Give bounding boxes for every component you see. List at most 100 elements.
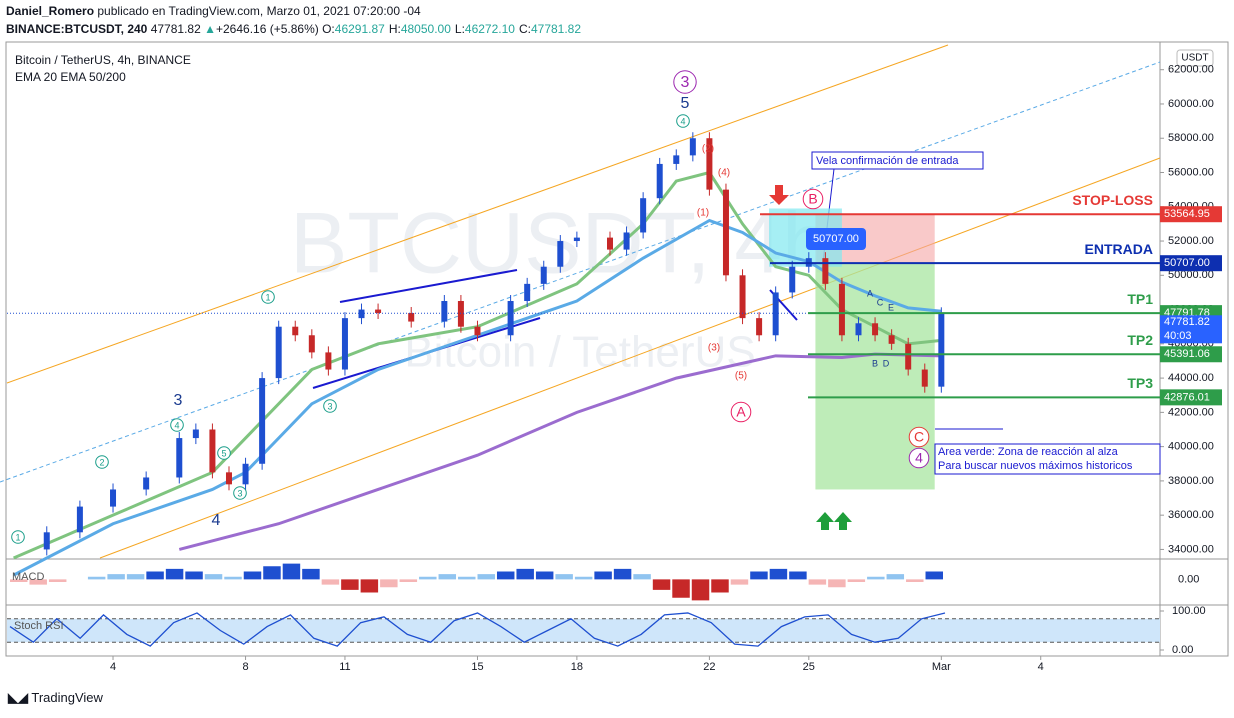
macd-bar [360,579,379,593]
wave-label: 3 [174,392,183,409]
level-label: 42876.01 [1164,391,1210,403]
legend: Bitcoin / TetherUS, 4h, BINANCE [15,53,191,67]
candle [623,232,630,250]
y-tick-label: 56000.00 [1168,166,1214,178]
wave-label: 3 [327,401,332,411]
note: Area verde: Zona de reacción al alza [938,446,1119,458]
macd-bar [10,579,28,582]
wave-circle [95,455,109,469]
ohlc: O:46291.87 H:48050.00 L:46272.10 C:47781.82 [322,22,585,36]
candle [325,352,332,370]
level-name: STOP-LOSS [1072,192,1153,208]
candle [225,472,232,485]
macd-bar [574,576,593,580]
wave-circle [673,70,697,94]
macd-bar [789,571,807,580]
candle [292,326,299,336]
level-tag [1160,255,1222,272]
candle [524,283,531,301]
header-line-1: Daniel_Romero publicado en TradingView.c… [6,4,421,18]
wave-label: A [736,404,746,420]
macd-bar [399,579,418,582]
wave-circle [730,401,752,423]
y-tick-label: 58000.00 [1168,132,1214,144]
macd-bar [48,579,67,582]
macd-bar [419,576,437,580]
macd-bar [652,579,671,590]
wave-circle [802,188,824,210]
y-tick-label: 100.00 [1172,605,1206,617]
x-tick-label: 18 [571,661,583,673]
level-name: TP1 [1127,291,1153,307]
macd-bar [906,579,924,582]
x-tick-label: 15 [471,661,483,673]
wave-label: 5 [681,95,690,112]
published: publicado en TradingView.com, Marzo 01, … [97,4,421,18]
wave-circle [217,446,231,460]
x-tick-label: 11 [339,661,350,673]
level-label: 53564.95 [1164,208,1210,220]
wave-label: 1 [15,532,20,542]
level-label: 50707.00 [1164,257,1210,269]
macd-bar [282,563,301,580]
pane-name: Stoch RSI [14,620,64,632]
candle [838,283,845,336]
wave-label: (3) [708,343,720,354]
x-tick-label: 8 [242,661,248,673]
candle [905,343,912,370]
x-tick-label: Mar [932,661,951,673]
macd-bar [29,579,47,585]
wave-label: E [888,302,894,312]
macd-bar [185,571,203,580]
candle [938,313,945,387]
candle [573,237,580,242]
trend-dashed [0,61,1161,483]
macd-bar [243,571,262,580]
wave-label: (2) [702,144,714,155]
macd-bar [847,579,866,582]
candle [656,163,663,199]
candle [739,275,746,319]
macd-bar [925,571,943,580]
candle [43,532,50,550]
macd-bar [380,579,398,588]
ohlc-v: 46272.10 [464,22,515,36]
candle [375,309,382,313]
level-label: 45391.06 [1164,348,1210,360]
ohlc-k: H: [388,22,401,36]
footer-text: TradingView [31,690,103,705]
wave-label: (1) [697,208,709,219]
x-tick-label: 22 [703,661,715,673]
macd-bar [711,579,729,593]
note-box [934,443,1161,475]
watermark: Bitcoin / TetherUS [404,328,755,377]
level-tag [1160,206,1222,223]
macd-bar [458,576,476,580]
candle [76,506,83,533]
y-tick-label: 44000.00 [1168,372,1214,384]
wave-label: D [883,358,890,368]
candle [242,463,249,485]
candle [822,258,829,284]
trend-line [339,269,518,303]
wave-circle [908,447,930,469]
y-tick-label: 50000.00 [1168,269,1214,281]
wave-label: 1 [265,292,270,302]
candle [855,323,862,336]
frame [5,41,1229,657]
candle [474,326,481,336]
y-tick-label: 0.00 [1172,644,1193,656]
arrow-down [769,185,789,205]
macd-bar [496,571,515,580]
stoch-line [9,612,946,647]
macd-bar [594,571,612,580]
y-tick-label: 38000.00 [1168,475,1214,487]
candle [872,323,879,336]
macd-bar [302,568,320,580]
macd-bar [516,568,534,580]
y-tick-label: 42000.00 [1168,406,1214,418]
level-name: ENTRADA [1085,241,1153,257]
candle [176,438,183,478]
y-tick-label: 52000.00 [1168,235,1214,247]
pane-name: MACD [12,571,44,583]
